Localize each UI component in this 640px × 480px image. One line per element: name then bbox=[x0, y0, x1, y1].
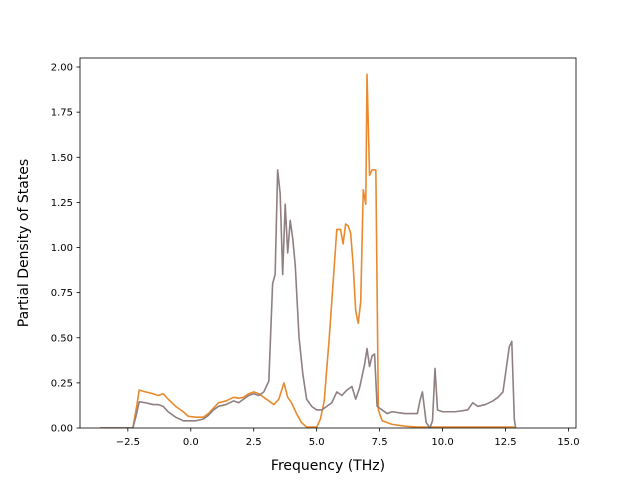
x-axis-label: Frequency (THz) bbox=[271, 458, 385, 474]
y-tick-label: 2.00 bbox=[51, 63, 73, 74]
x-tick-label: 5.0 bbox=[309, 437, 325, 448]
x-tick-label: 10.0 bbox=[431, 437, 453, 448]
x-tick-label: −2.5 bbox=[116, 437, 140, 448]
y-tick-label: 1.50 bbox=[51, 153, 73, 164]
y-tick-label: 0.00 bbox=[51, 424, 73, 435]
plot-frame bbox=[79, 57, 577, 429]
y-axis: 0.00 0.25 0.50 0.75 1.00 1.25 1.50 1.75 2.00 bbox=[51, 63, 80, 435]
y-tick-label: 0.50 bbox=[51, 333, 73, 344]
series-layer bbox=[100, 73, 517, 428]
y-tick-label: 1.00 bbox=[51, 243, 73, 254]
x-tick-label: 12.5 bbox=[494, 437, 516, 448]
y-tick-label: 0.75 bbox=[51, 288, 73, 299]
x-tick-label: 0.0 bbox=[183, 437, 199, 448]
y-tick-label: 1.75 bbox=[51, 108, 73, 119]
x-tick-label: 15.0 bbox=[557, 437, 579, 448]
series-line-1 bbox=[100, 73, 516, 428]
y-tick-label: 0.25 bbox=[51, 378, 73, 389]
x-tick-label: 2.5 bbox=[246, 437, 262, 448]
series-line-2 bbox=[100, 169, 517, 428]
x-axis: −2.5 0.0 2.5 5.0 7.5 10.0 12.5 15.0 bbox=[116, 428, 580, 448]
y-axis-label: Partial Density of States bbox=[16, 159, 32, 327]
y-tick-label: 1.25 bbox=[51, 198, 73, 209]
x-tick-label: 7.5 bbox=[372, 437, 388, 448]
